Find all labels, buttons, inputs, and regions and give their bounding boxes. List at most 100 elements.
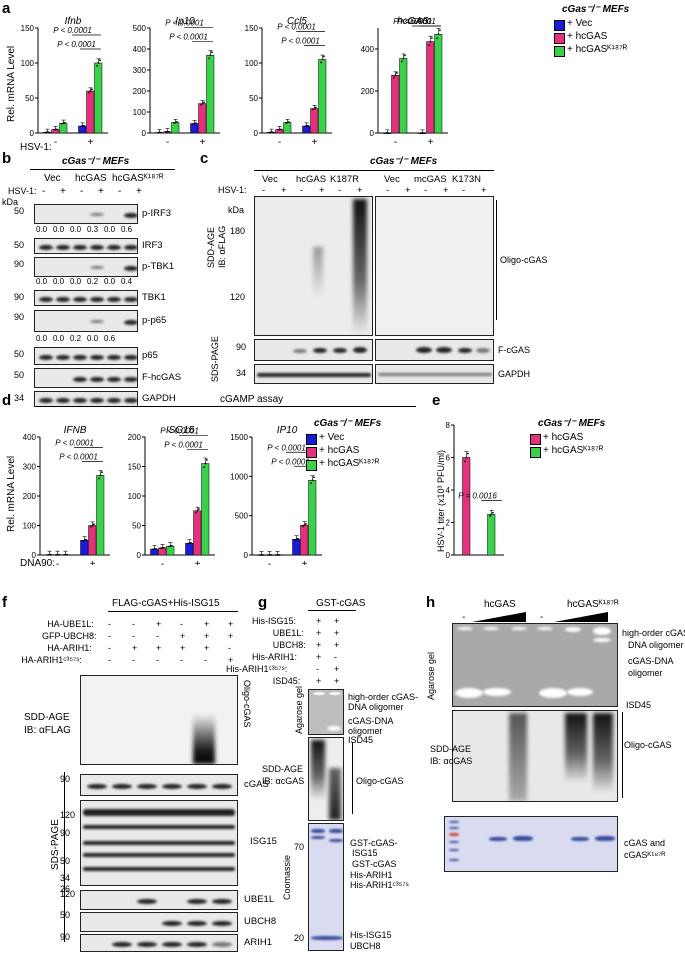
legend-swatch: [306, 434, 317, 445]
y-tick-label: 100: [133, 108, 147, 117]
y-tick-label: 6: [446, 454, 451, 463]
kda-marker: 120: [60, 889, 76, 899]
panel-d-label: d: [2, 392, 12, 409]
data-point: [101, 471, 103, 474]
kda-marker: 50: [60, 910, 71, 920]
row-label: HA-UBE1L:: [47, 619, 94, 629]
bar: [150, 548, 159, 556]
band: [353, 347, 367, 353]
data-point: [401, 60, 403, 63]
y-tick-label: 0: [142, 129, 147, 138]
panel-c-marker-120: 120: [230, 292, 246, 302]
band: [162, 784, 182, 789]
quant-value: 0.0: [36, 277, 48, 286]
data-point: [89, 90, 92, 92]
panel-c-fcgas-blot-left: [254, 339, 373, 361]
row-sign: -: [228, 643, 231, 653]
panel-g-sdd-label: SDD-AGE: [262, 764, 304, 774]
blot-p-p65: [34, 310, 138, 332]
annotation: ISD45: [348, 735, 374, 745]
data-point: [161, 547, 164, 549]
band: [593, 627, 611, 635]
band: [187, 784, 207, 789]
panel-h-label: h: [426, 594, 436, 611]
blot-p-tbk1: [34, 257, 138, 277]
y-tick-label: 100: [245, 59, 259, 68]
bar: [308, 480, 317, 556]
annotation: ISG15: [352, 848, 378, 858]
data-point: [323, 55, 325, 58]
quant-value: 0.0: [87, 334, 99, 343]
data-point: [490, 513, 493, 516]
panel-b-group-hcgas: hcGAS: [75, 173, 107, 184]
panel-c-fcgas-label: F-cGAS: [498, 345, 531, 355]
panel-g-marker-70: 70: [294, 842, 305, 852]
data-point: [91, 88, 93, 91]
band: [124, 213, 137, 218]
x-sign: -: [161, 559, 164, 565]
panel-c-marker-180: 180: [230, 226, 246, 236]
kda-marker: 50: [14, 206, 25, 216]
data-point: [61, 122, 63, 125]
annotation: cGASᴷ¹⁸⁷ᴿ: [624, 850, 666, 860]
panel-h-gradient-wedges: [472, 612, 608, 622]
band: [457, 627, 473, 630]
band: [378, 373, 492, 376]
bar: [283, 122, 292, 134]
band: [83, 853, 235, 857]
data-point: [211, 51, 213, 54]
data-point: [56, 128, 58, 131]
data-point: [201, 102, 204, 105]
band: [187, 942, 207, 947]
data-point: [439, 29, 441, 32]
chart-title: ISG15: [166, 425, 195, 436]
band: [112, 942, 132, 947]
row-label: GFP-UBCH8:: [42, 631, 97, 641]
row-sign: +: [316, 652, 322, 662]
panel-e-legend-title: cGas⁻/⁻ MEFs: [538, 418, 606, 429]
data-point: [176, 121, 178, 123]
data-point: [437, 33, 440, 36]
legend-label: + hcGAS: [567, 31, 608, 42]
y-tick-label: 1500: [230, 433, 248, 442]
bar: [310, 108, 319, 134]
data-point: [393, 76, 395, 79]
panel-f-oligo-label: Oligo-cGAS: [242, 680, 252, 728]
kda-marker: 90: [60, 774, 71, 784]
x-sign: +: [302, 559, 308, 565]
panel-g-agarose-gel: [308, 689, 344, 735]
data-point: [188, 542, 191, 545]
panel-h-group-hcgas: hcGAS: [484, 599, 516, 610]
annotation: cGAS-DNA: [348, 716, 394, 726]
panel-b-group-k187r: hcGASᴷ¹⁸⁷ᴿ: [112, 173, 164, 184]
hsv-sign: -: [42, 186, 46, 197]
data-point: [198, 508, 200, 510]
row-label: HA-ARIH1ᶜ³⁵⁷ˢ:: [21, 655, 82, 665]
data-point: [63, 553, 65, 556]
hsv-sign: -: [118, 186, 122, 197]
data-point: [82, 539, 84, 542]
hsv-sign: +: [60, 186, 66, 197]
hsv-sign: +: [136, 186, 142, 197]
pvalue-label: P < 0.0001: [165, 18, 204, 27]
data-point: [208, 57, 211, 60]
data-point: [315, 106, 317, 109]
bar: [171, 122, 180, 134]
band: [56, 245, 70, 250]
data-point: [262, 553, 264, 556]
data-point: [285, 122, 287, 124]
y-tick-label: 0: [30, 129, 35, 138]
data-point: [313, 476, 315, 479]
bar: [59, 122, 68, 134]
band: [571, 837, 589, 841]
ladder: [449, 827, 459, 829]
data-point: [267, 553, 269, 556]
annotation: cGAS-DNA: [628, 656, 674, 666]
row-sign: +: [204, 619, 210, 629]
band: [112, 784, 132, 789]
bar: [201, 463, 210, 556]
blot-label: UBCH8: [244, 916, 277, 927]
quant-value: 0.0: [53, 334, 65, 343]
data-point: [195, 511, 198, 514]
